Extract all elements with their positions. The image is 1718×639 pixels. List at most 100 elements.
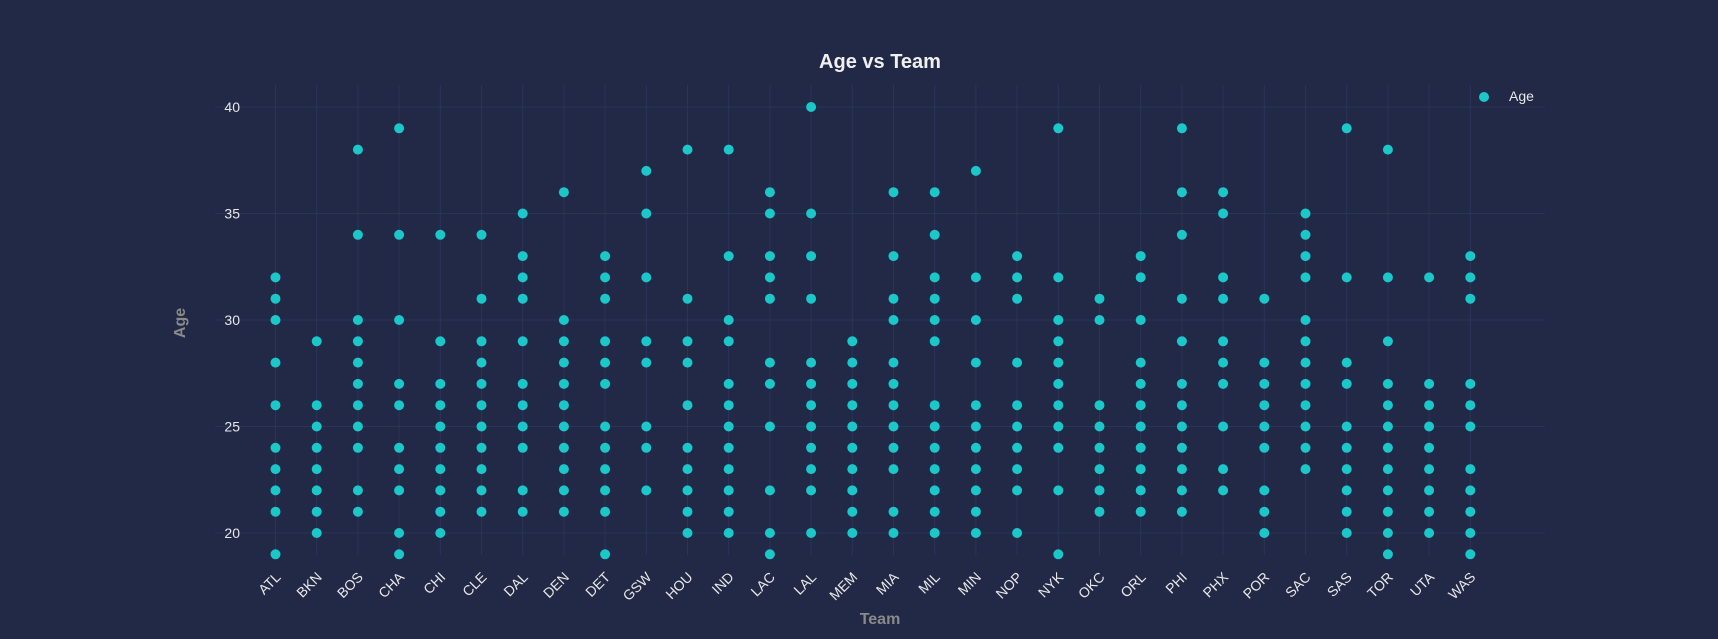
data-point — [1465, 421, 1476, 432]
data-point — [1259, 421, 1270, 432]
data-point — [888, 251, 899, 262]
data-point — [1382, 421, 1393, 432]
data-point — [723, 400, 734, 411]
data-point — [1382, 464, 1393, 475]
data-point — [1341, 123, 1352, 134]
data-point — [888, 315, 899, 325]
data-point — [1382, 528, 1393, 538]
data-point — [929, 315, 940, 325]
data-point — [847, 357, 858, 368]
y-tick-label: 30 — [224, 312, 240, 328]
data-point — [929, 293, 940, 304]
data-point — [600, 357, 611, 368]
data-point — [1465, 251, 1476, 262]
data-point — [1218, 378, 1229, 389]
data-point — [806, 293, 817, 304]
data-point — [1465, 378, 1476, 389]
data-point — [764, 251, 775, 262]
legend: Age — [1479, 88, 1534, 104]
data-point — [847, 464, 858, 475]
data-point — [600, 421, 611, 432]
data-point — [1012, 421, 1023, 432]
data-point — [1259, 485, 1270, 496]
data-point — [764, 421, 775, 432]
data-point — [517, 421, 528, 432]
data-point — [435, 229, 446, 240]
data-point — [517, 506, 528, 517]
data-point — [929, 442, 940, 453]
data-point — [558, 315, 569, 325]
data-point — [1341, 528, 1352, 538]
data-point — [1053, 549, 1064, 560]
data-point — [1341, 464, 1352, 475]
data-point — [847, 485, 858, 496]
data-point — [435, 336, 446, 347]
y-tick-labels: 20 25 30 35 40 — [224, 99, 240, 541]
data-point — [517, 485, 528, 496]
data-point — [476, 442, 487, 453]
data-point — [435, 528, 446, 538]
data-point — [764, 378, 775, 389]
data-point — [1218, 187, 1229, 198]
data-point — [476, 336, 487, 347]
data-point — [1012, 400, 1023, 411]
data-point — [435, 378, 446, 389]
data-point — [394, 378, 405, 389]
data-point — [929, 336, 940, 347]
data-point — [1341, 506, 1352, 517]
data-point — [723, 485, 734, 496]
data-point — [1424, 506, 1435, 517]
data-point — [476, 357, 487, 368]
data-point — [929, 272, 940, 283]
data-point — [929, 229, 940, 240]
data-point — [1465, 272, 1476, 283]
data-point — [682, 293, 693, 304]
data-point — [517, 442, 528, 453]
data-point — [723, 336, 734, 347]
data-point — [600, 464, 611, 475]
data-point — [1382, 485, 1393, 496]
data-point — [1424, 272, 1435, 283]
data-point — [517, 208, 528, 219]
data-point — [1259, 293, 1270, 304]
data-point — [970, 272, 981, 283]
data-point — [1300, 421, 1311, 432]
data-point — [929, 187, 940, 198]
data-point — [352, 315, 363, 325]
data-point — [1053, 357, 1064, 368]
data-point — [1053, 442, 1064, 453]
data-point — [1053, 336, 1064, 347]
data-point — [641, 336, 652, 347]
data-point — [806, 442, 817, 453]
data-point — [352, 229, 363, 240]
data-point — [1300, 229, 1311, 240]
data-point — [1465, 293, 1476, 304]
data-point — [888, 528, 899, 538]
data-point — [1382, 336, 1393, 347]
data-point — [1012, 442, 1023, 453]
data-point — [600, 336, 611, 347]
data-point — [1465, 528, 1476, 538]
data-point — [1094, 442, 1105, 453]
data-point — [558, 506, 569, 517]
data-point — [1218, 357, 1229, 368]
data-point — [1176, 400, 1187, 411]
data-point — [970, 464, 981, 475]
data-point — [1053, 485, 1064, 496]
data-point — [970, 165, 981, 176]
data-point — [1465, 506, 1476, 517]
data-point — [1218, 421, 1229, 432]
data-point — [1382, 442, 1393, 453]
data-point — [806, 357, 817, 368]
data-point — [888, 442, 899, 453]
data-point — [1176, 378, 1187, 389]
data-point — [682, 400, 693, 411]
data-point — [1012, 357, 1023, 368]
data-point — [1176, 464, 1187, 475]
data-point — [888, 464, 899, 475]
data-point — [764, 208, 775, 219]
data-point — [1300, 251, 1311, 262]
data-point — [352, 357, 363, 368]
data-point — [600, 549, 611, 560]
data-point — [517, 272, 528, 283]
